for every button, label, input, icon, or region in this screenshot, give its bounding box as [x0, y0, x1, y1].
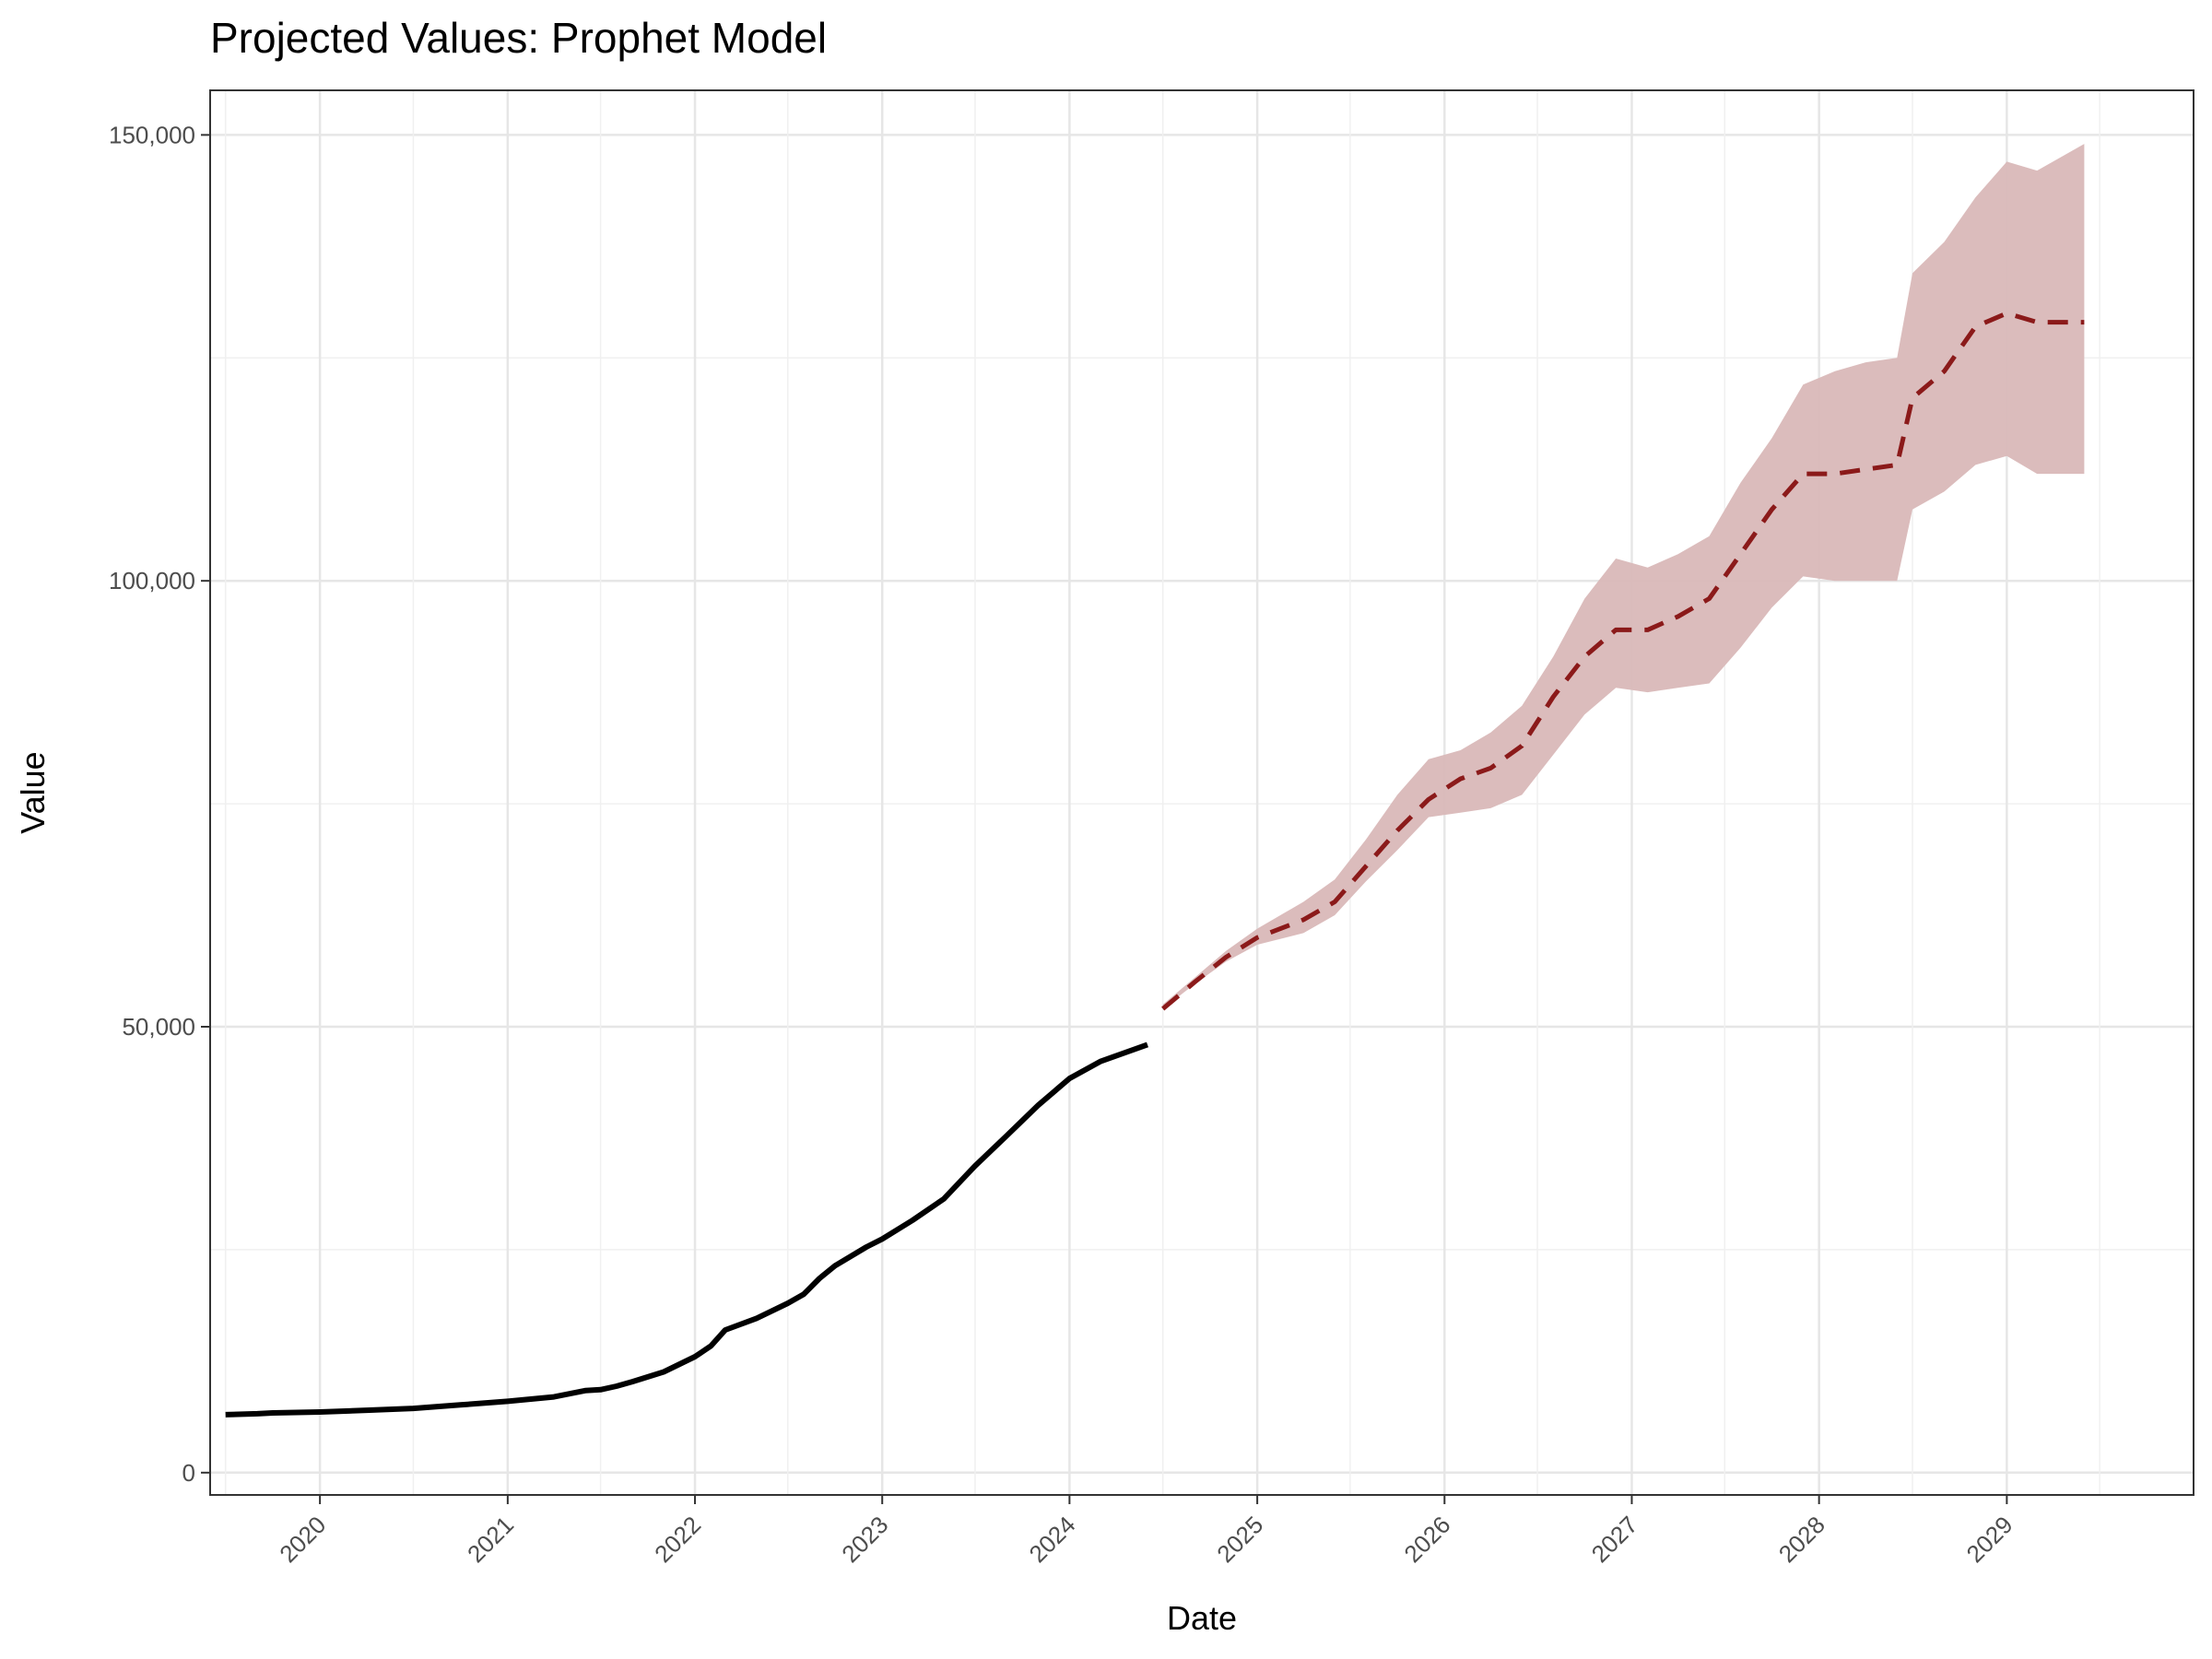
forecast-band-layer [1162, 144, 2085, 1009]
y-axis-title: Value [14, 751, 52, 833]
x-tick-label: 2028 [1773, 1511, 1830, 1568]
plot-border [209, 89, 2194, 1496]
x-tick-label: 2022 [649, 1511, 706, 1568]
x-axis-title: Date [1167, 1599, 1237, 1637]
x-tick-label: 2027 [1586, 1511, 1643, 1568]
series-lines [225, 311, 2085, 1418]
x-tick-label: 2029 [1961, 1511, 2018, 1568]
y-tick-label: 0 [182, 1459, 195, 1487]
forecast-line [1161, 311, 2085, 1011]
x-tick-label: 2020 [274, 1511, 331, 1568]
forecast-interval-band [1162, 144, 2085, 1009]
x-tick-label: 2021 [462, 1511, 519, 1568]
y-tick-label: 100,000 [109, 567, 195, 594]
plot-background [210, 90, 2194, 1495]
x-tick-label: 2026 [1398, 1511, 1455, 1568]
y-tick-label: 50,000 [122, 1013, 195, 1041]
x-tick-label: 2024 [1024, 1511, 1081, 1568]
chart-title: Projected Values: Prophet Model [210, 14, 828, 62]
x-tick-label: 2025 [1211, 1511, 1268, 1568]
historical-line [225, 1041, 1149, 1418]
y-tick-label: 150,000 [109, 121, 195, 148]
x-tick-label: 2023 [836, 1511, 893, 1568]
